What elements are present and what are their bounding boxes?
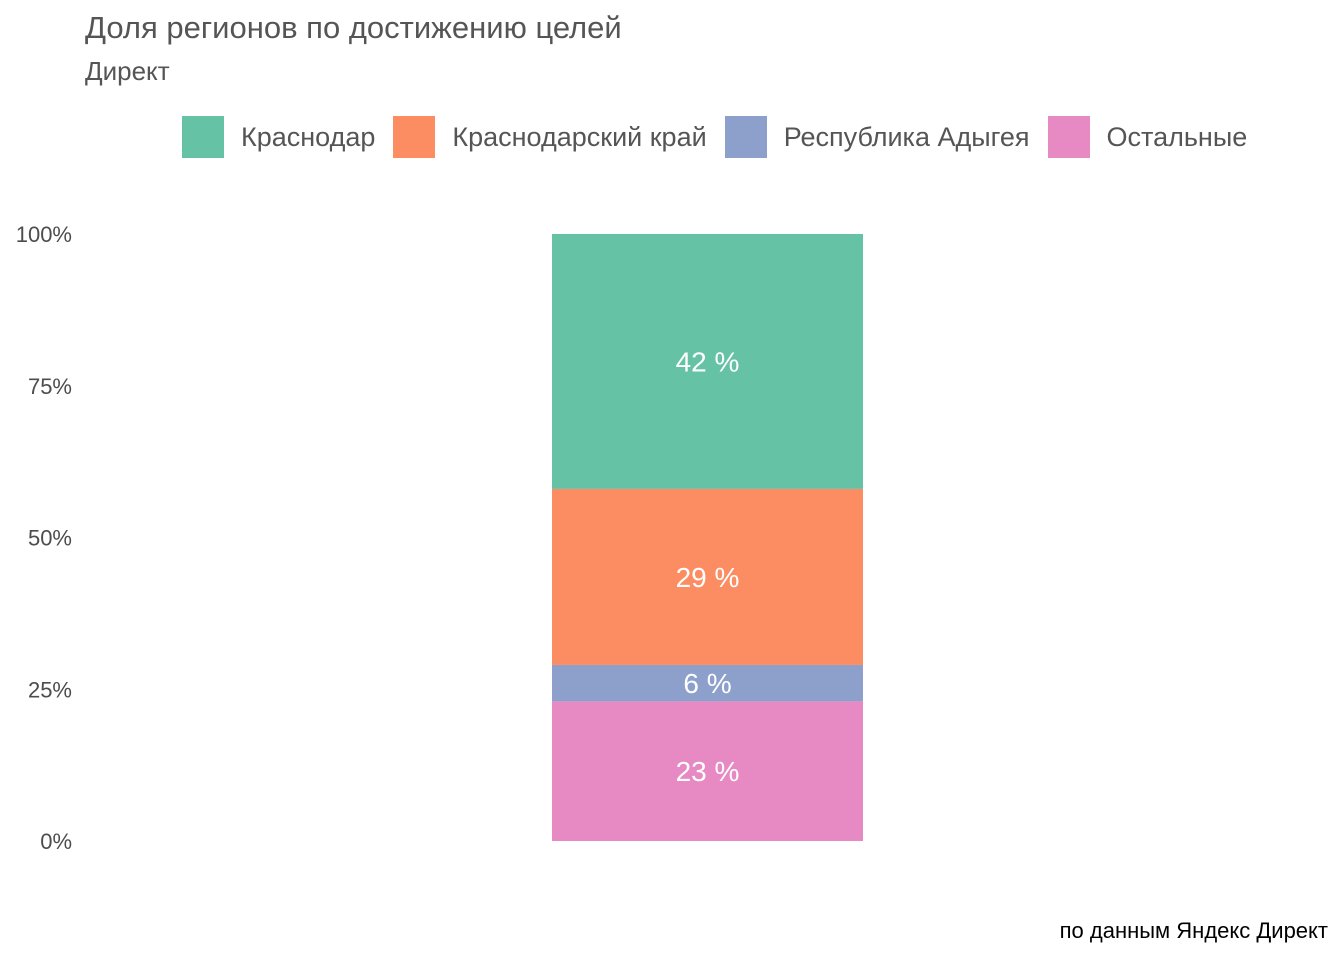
- data-label-series-2: 6 %: [683, 668, 731, 699]
- legend-label-others: Остальные: [1106, 121, 1248, 152]
- chart-title: Доля регионов по достижению целей: [85, 10, 622, 45]
- bar-segment-series-1: [552, 488, 863, 665]
- y-tick-label: 25%: [28, 677, 72, 702]
- data-label-series-3: 23 %: [676, 756, 740, 787]
- bar-segment-series-3: [552, 701, 863, 841]
- chart-subtitle: Директ: [85, 56, 170, 86]
- y-tick-label: 0%: [40, 829, 72, 854]
- data-label-series-1: 29 %: [676, 562, 740, 593]
- legend-label-krasnodar: Краснодар: [241, 121, 376, 152]
- legend-swatch-adygea: [724, 116, 767, 158]
- y-tick-label: 75%: [28, 374, 72, 399]
- bar-segment-series-2: [552, 664, 863, 702]
- data-label-series-0: 42 %: [676, 346, 740, 377]
- legend-item-adygea: Республика Адыгея: [724, 116, 1030, 158]
- legend-item-krasnodar: Краснодар: [182, 116, 375, 158]
- legend-swatch-others: [1047, 116, 1090, 158]
- legend-swatch-krasnodar-krai: [393, 116, 436, 158]
- y-tick-label: 100%: [16, 222, 72, 247]
- legend: Краснодар Краснодарский край Республика …: [182, 116, 1247, 158]
- chart-caption: по данным Яндекс Директ: [1059, 918, 1328, 943]
- legend-item-others: Остальные: [1047, 116, 1248, 158]
- legend-swatch-krasnodar: [182, 116, 224, 158]
- legend-label-krasnodar-krai: Краснодарский край: [452, 121, 707, 152]
- y-tick-label: 50%: [28, 526, 72, 551]
- bar-segment-series-0: [552, 234, 863, 489]
- legend-item-krasnodar-krai: Краснодарский край: [393, 116, 707, 158]
- legend-label-adygea: Республика Адыгея: [783, 121, 1030, 152]
